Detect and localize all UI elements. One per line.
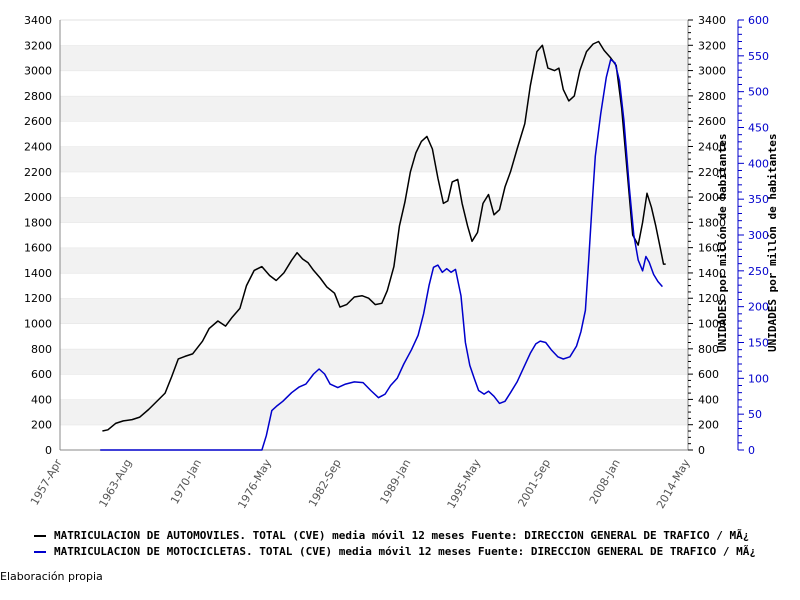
legend-item-motocicletas: MATRICULACION DE MOTOCICLETAS. TOTAL (CV…	[34, 545, 800, 558]
middle-tick-label: 2400	[698, 140, 726, 153]
left-tick-label: 3000	[24, 65, 52, 78]
left-tick-label: 1000	[24, 318, 52, 331]
middle-tick-label: 800	[698, 343, 719, 356]
x-tick-label: 1957-Apr	[28, 457, 65, 508]
right-tick-label: 100	[748, 372, 769, 385]
left-tick-label: 1600	[24, 242, 52, 255]
x-tick-label: 1995-May	[445, 457, 484, 511]
right-tick-label: 0	[748, 444, 755, 457]
left-tick-label: 1400	[24, 267, 52, 280]
left-tick-label: 2400	[24, 140, 52, 153]
grid-band	[60, 222, 688, 248]
right-axis-ticks: 0 50 100 150 200 250 300 350 400 450 500 550 600	[738, 14, 769, 457]
x-tick-label: 1982-Sep	[306, 457, 344, 509]
x-tick-label: 1970-Jan	[168, 457, 204, 506]
x-tick-label: 1963-Aug	[97, 457, 135, 510]
middle-axis-ticks: 0 200 400 600 800 1000 1200 1400 1600 1800 2000 220…	[688, 14, 726, 457]
right-tick-label: 50	[748, 408, 762, 421]
legend-swatch-black	[34, 535, 46, 537]
right-tick-label: 300	[748, 229, 769, 242]
grid-band	[60, 298, 688, 324]
left-tick-label: 2600	[24, 115, 52, 128]
left-tick-label: 1800	[24, 216, 52, 229]
left-tick-label: 3200	[24, 39, 52, 52]
x-tick-label: 1976-May	[235, 457, 274, 511]
left-tick-label: 0	[45, 444, 52, 457]
right-tick-label: 600	[748, 14, 769, 27]
grid-band	[60, 348, 688, 375]
x-tick-label: 2008-Jan	[587, 457, 623, 506]
grid-band	[60, 95, 688, 122]
x-tick-label: 2014-May	[654, 457, 693, 511]
grid-band	[60, 20, 688, 46]
footer-note: Elaboración propia	[0, 570, 103, 583]
middle-tick-label: 2200	[698, 166, 726, 179]
x-tick-label: 2001-Sep	[515, 457, 553, 509]
grid-band	[60, 197, 688, 223]
grid-band	[60, 272, 688, 299]
y-axis-label-middle: UNIDADES por millón de habitantes	[716, 133, 729, 352]
right-tick-label: 250	[748, 265, 769, 278]
middle-tick-label: 1200	[698, 292, 726, 305]
legend-swatch-blue	[34, 551, 46, 553]
grid-band	[60, 70, 688, 96]
middle-tick-label: 3200	[698, 39, 726, 52]
grid-band	[60, 399, 688, 425]
x-tick-label: 1989-Jan	[377, 457, 413, 506]
grid-band	[60, 146, 688, 172]
left-tick-label: 200	[31, 419, 52, 432]
grid-band	[60, 247, 688, 273]
middle-tick-label: 1400	[698, 267, 726, 280]
middle-tick-label: 3000	[698, 65, 726, 78]
middle-tick-label: 2000	[698, 191, 726, 204]
middle-tick-label: 2800	[698, 90, 726, 103]
right-tick-label: 450	[748, 122, 769, 135]
right-tick-label: 200	[748, 301, 769, 314]
middle-tick-label: 2600	[698, 115, 726, 128]
left-tick-label: 800	[31, 343, 52, 356]
legend-label: MATRICULACION DE AUTOMOVILES. TOTAL (CVE…	[54, 529, 750, 542]
left-tick-label: 3400	[24, 14, 52, 27]
grid-band	[60, 424, 688, 450]
grid-band	[60, 374, 688, 400]
left-tick-label: 400	[31, 393, 52, 406]
middle-tick-label: 400	[698, 393, 719, 406]
middle-tick-label: 1800	[698, 216, 726, 229]
right-tick-label: 150	[748, 337, 769, 350]
series-line-motocicletas	[100, 58, 663, 451]
middle-tick-label: 600	[698, 368, 719, 381]
left-tick-label: 2200	[24, 166, 52, 179]
middle-tick-label: 1000	[698, 318, 726, 331]
right-tick-label: 350	[748, 193, 769, 206]
middle-tick-label: 200	[698, 419, 719, 432]
left-tick-label: 2000	[24, 191, 52, 204]
left-tick-label: 1200	[24, 292, 52, 305]
y-axis-label-right: UNIDADES por millón de habitantes	[766, 133, 779, 352]
grid-band	[60, 121, 688, 147]
right-tick-label: 500	[748, 86, 769, 99]
right-tick-label: 400	[748, 157, 769, 170]
middle-tick-label: 0	[698, 444, 705, 457]
grid-band	[60, 323, 688, 349]
grid-bands	[60, 19, 688, 450]
series-lines	[100, 40, 666, 451]
legend-item-automoviles: MATRICULACION DE AUTOMOVILES. TOTAL (CVE…	[34, 529, 800, 542]
left-tick-label: 600	[31, 368, 52, 381]
middle-tick-label: 3400	[698, 14, 726, 27]
middle-tick-label: 1600	[698, 242, 726, 255]
legend-label: MATRICULACION DE MOTOCICLETAS. TOTAL (CV…	[54, 545, 756, 558]
grid-band	[60, 45, 688, 71]
right-tick-label: 550	[748, 50, 769, 63]
left-tick-label: 2800	[24, 90, 52, 103]
x-axis-ticks: 1957-Apr 1963-Aug 1970-Jan 1976-May 1982-Sep…	[28, 457, 693, 511]
grid-band	[60, 171, 688, 198]
series-line-automoviles	[102, 40, 666, 432]
left-axis-ticks: 0 200 400 600 800 1000 1200 1400 1600 1800 2000 220…	[24, 14, 52, 457]
